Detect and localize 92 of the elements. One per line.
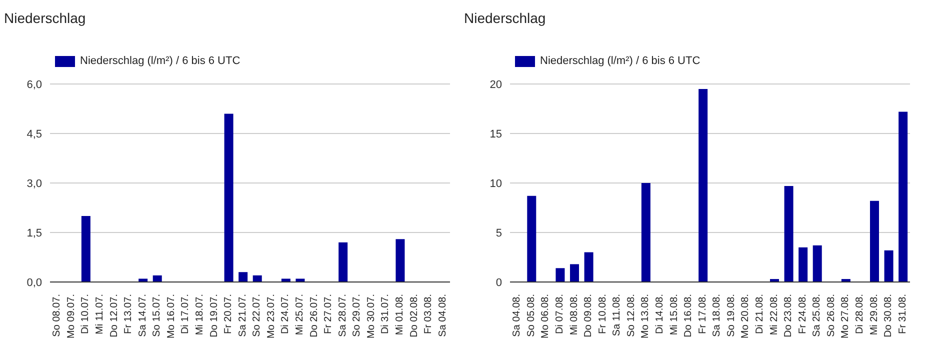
y-tick-label: 6,0 <box>26 78 42 91</box>
bar <box>570 264 579 282</box>
y-tick-label: 5 <box>496 227 502 240</box>
y-tick-label: 0,0 <box>26 276 42 289</box>
x-tick-label: Do 26.07. <box>308 294 320 338</box>
x-tick-label: Sa 21.07. <box>237 294 248 337</box>
x-tick-label: Mi 15.08. <box>668 294 680 336</box>
x-tick-label: So 26.08. <box>826 294 837 337</box>
bar <box>81 216 90 282</box>
x-tick-label: Di 07.08. <box>554 294 566 334</box>
x-tick-label: Sa 11.08. <box>612 294 623 336</box>
bar <box>641 183 650 282</box>
x-tick-label: Mo 27.08. <box>840 294 852 338</box>
bar <box>870 200 879 282</box>
bar <box>898 112 908 282</box>
x-tick-label: Sa 04.08. <box>512 294 523 337</box>
y-tick-label: 10 <box>490 178 502 190</box>
bar <box>527 196 536 282</box>
legend-label: Niederschlag (l/m²) / 6 bis 6 UTC <box>80 55 240 67</box>
x-tick-label: Mi 29.08. <box>868 294 880 336</box>
bar <box>338 242 348 282</box>
bar <box>556 268 565 282</box>
x-tick-label: Sa 18.08. <box>712 294 723 337</box>
x-tick-label: Di 17.07. <box>180 294 192 334</box>
x-tick-label: Fr 17.08. <box>697 294 708 334</box>
x-tick-label: Fr 10.08. <box>597 294 608 334</box>
bar <box>281 278 290 282</box>
x-tick-label: So 08.07. <box>52 294 63 337</box>
x-tick-label: Sa 25.08. <box>812 294 823 337</box>
x-tick-label: So 19.08. <box>726 294 737 337</box>
x-tick-label: Mo 16.07. <box>166 294 177 338</box>
x-tick-label: Mi 11.07. <box>94 294 106 334</box>
bar <box>238 272 248 282</box>
chart-title: Niederschlag <box>4 10 87 28</box>
x-tick-label: Do 30.08. <box>883 294 894 338</box>
x-tick-label: Mi 22.08. <box>768 294 780 336</box>
bar <box>296 278 305 282</box>
bar <box>812 245 822 282</box>
x-tick-label: So 15.07. <box>152 294 163 337</box>
x-tick-label: Do 02.08. <box>408 294 420 338</box>
bar <box>798 247 808 282</box>
x-tick-label: Fr 03.08. <box>423 294 434 334</box>
x-tick-label: So 05.08. <box>526 294 537 337</box>
bar <box>584 252 594 282</box>
x-tick-label: Di 21.08. <box>754 294 766 334</box>
x-tick-label: So 22.07. <box>252 294 263 337</box>
x-tick-label: Sa 14.07. <box>137 294 148 337</box>
x-tick-label: Do 09.08. <box>583 294 594 338</box>
x-tick-label: Mo 23.07. <box>266 294 277 338</box>
x-tick-label: Di 31.07. <box>380 294 392 334</box>
y-tick-label: 0 <box>496 276 502 289</box>
bar <box>784 186 794 282</box>
legend-label: Niederschlag (l/m²) / 6 bis 6 UTC <box>540 55 700 67</box>
x-tick-label: Do 23.08. <box>783 294 794 338</box>
x-tick-label: Do 19.07. <box>208 294 220 338</box>
x-tick-label: Fr 20.07. <box>223 294 234 334</box>
x-tick-label: Do 16.08. <box>683 294 694 338</box>
x-tick-label: Fr 31.08. <box>897 294 908 334</box>
x-tick-label: So 12.08. <box>626 294 637 337</box>
x-tick-label: Sa 04.08. <box>437 294 448 337</box>
x-tick-label: Fr 13.07. <box>123 294 134 334</box>
x-tick-label: Di 24.07. <box>280 294 292 334</box>
x-tick-label: Do 12.07. <box>108 294 120 338</box>
y-tick-label: 20 <box>490 78 502 91</box>
bar <box>138 278 148 282</box>
x-tick-label: Di 10.07. <box>80 294 92 334</box>
bar <box>152 275 162 282</box>
x-tick-label: Mo 13.08. <box>640 294 652 338</box>
x-tick-label: Di 28.08. <box>854 294 866 334</box>
x-tick-label: Mo 30.07. <box>366 294 377 338</box>
x-tick-label: Fr 27.07. <box>323 294 334 334</box>
y-tick-label: 1,5 <box>26 227 42 240</box>
chart-title: Niederschlag <box>464 10 547 28</box>
x-tick-label: Mo 09.07. <box>66 294 77 338</box>
x-tick-label: Mo 20.08. <box>740 294 752 338</box>
x-tick-label: So 29.07. <box>352 294 363 337</box>
y-tick-label: 15 <box>490 128 502 140</box>
x-tick-label: Mo 06.08. <box>540 294 552 338</box>
x-tick-label: Mi 01.08. <box>394 294 406 336</box>
y-tick-label: 3,0 <box>26 178 42 190</box>
x-tick-label: Sa 28.07. <box>337 294 348 337</box>
bar <box>698 88 708 282</box>
bar <box>884 250 894 282</box>
x-tick-label: Mi 18.07. <box>194 294 206 336</box>
x-tick-label: Fr 24.08. <box>797 294 808 334</box>
bar <box>396 239 405 282</box>
bar <box>252 275 262 282</box>
y-tick-label: 4,5 <box>26 128 42 140</box>
bar <box>224 114 234 282</box>
x-tick-label: Di 14.08. <box>654 294 666 334</box>
x-tick-label: Mi 08.08. <box>568 294 580 336</box>
x-tick-label: Mi 25.07. <box>294 294 306 336</box>
